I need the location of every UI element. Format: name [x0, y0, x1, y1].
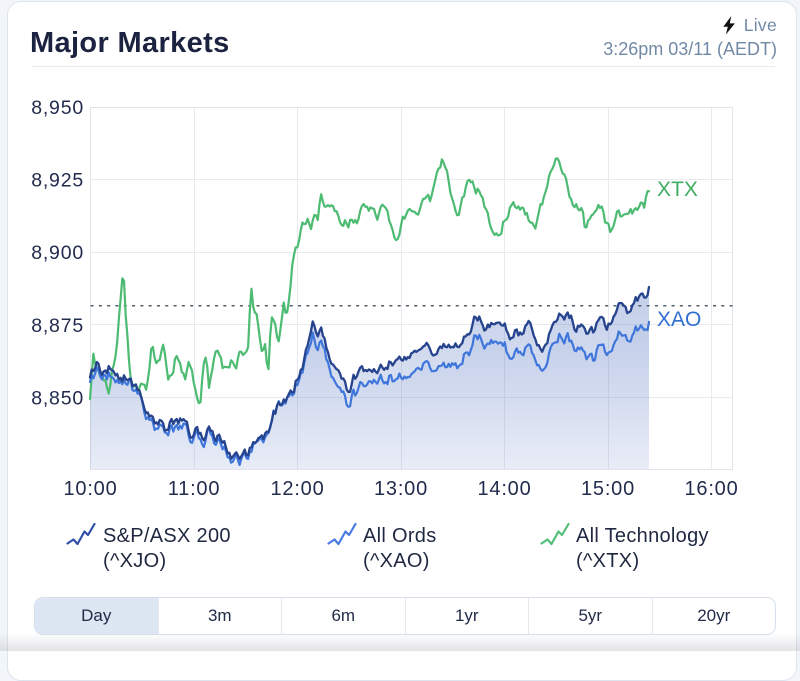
svg-text:16:00: 16:00 [684, 478, 738, 500]
svg-text:XTX: XTX [657, 178, 698, 201]
svg-text:8,925: 8,925 [31, 170, 84, 192]
svg-text:15:00: 15:00 [581, 478, 635, 500]
svg-text:13:00: 13:00 [374, 478, 428, 500]
svg-text:8,950: 8,950 [31, 97, 84, 119]
svg-text:10:00: 10:00 [63, 478, 117, 500]
svg-text:8,900: 8,900 [31, 242, 84, 264]
svg-text:8,850: 8,850 [31, 387, 84, 409]
svg-text:12:00: 12:00 [270, 478, 324, 500]
svg-text:XAO: XAO [657, 308, 701, 331]
svg-text:14:00: 14:00 [477, 478, 531, 500]
svg-text:8,875: 8,875 [31, 315, 84, 337]
svg-text:11:00: 11:00 [168, 478, 221, 500]
